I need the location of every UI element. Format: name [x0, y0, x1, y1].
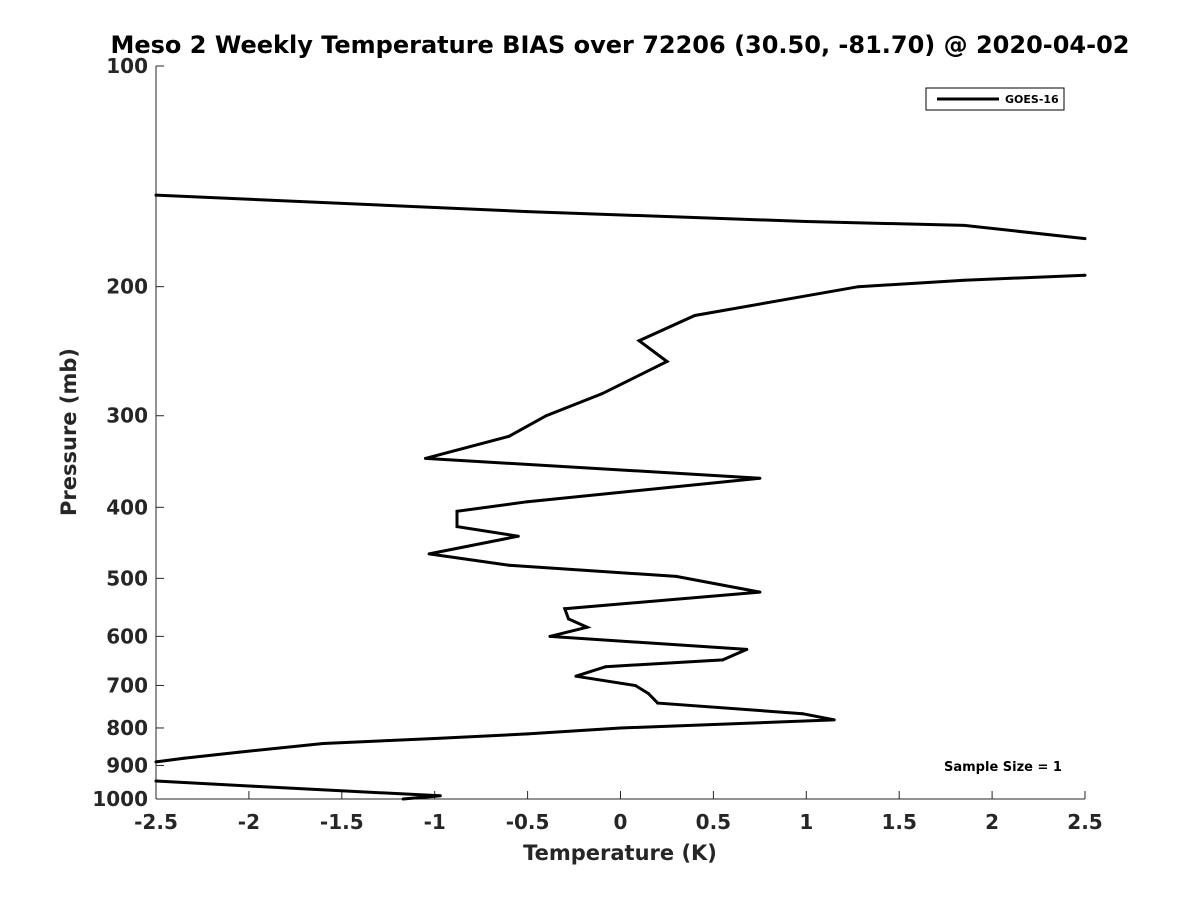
- data-point: [962, 223, 966, 227]
- data-point: [619, 726, 622, 730]
- data-point: [526, 210, 530, 214]
- data-point: [401, 797, 405, 801]
- x-tick-label: 1.5: [881, 810, 916, 834]
- data-point: [832, 718, 836, 722]
- data-point: [438, 794, 442, 798]
- y-tick-label: 800: [106, 716, 148, 740]
- data-point: [526, 732, 530, 736]
- series-line-goes-16: [155, 273, 1086, 764]
- data-point: [154, 193, 158, 197]
- data-point: [238, 750, 242, 754]
- data-point: [633, 684, 637, 687]
- data-point: [637, 339, 641, 343]
- x-axis-label: Temperature (K): [523, 841, 717, 865]
- data-point: [693, 314, 697, 317]
- y-axis-label: Pressure (mb): [57, 348, 81, 516]
- chart-title: Meso 2 Weekly Temperature BIAS over 7220…: [110, 31, 1129, 59]
- data-point: [1083, 237, 1087, 241]
- data-point: [585, 625, 589, 629]
- data-point: [154, 760, 158, 764]
- legend-entry: GOES-16: [1005, 93, 1059, 106]
- data-point: [433, 737, 437, 740]
- data-point: [801, 712, 805, 716]
- data-point: [154, 779, 158, 783]
- data-point: [544, 414, 548, 418]
- y-tick-label: 900: [106, 753, 148, 777]
- data-point: [455, 509, 459, 513]
- data-point: [656, 701, 660, 705]
- y-tick-label: 300: [106, 404, 148, 428]
- sample-size-annotation: Sample Size = 1: [944, 760, 1062, 775]
- data-point: [516, 534, 520, 538]
- data-point: [856, 285, 860, 289]
- data-point: [182, 756, 186, 760]
- data-point: [427, 552, 431, 556]
- data-point: [423, 456, 427, 460]
- data-point: [507, 563, 511, 567]
- data-point: [758, 590, 762, 594]
- data-point: [574, 674, 578, 678]
- legend: GOES-16: [925, 87, 1065, 111]
- data-point: [247, 784, 251, 788]
- data-point: [548, 634, 552, 638]
- x-tick-label: -0.5: [506, 810, 550, 834]
- x-tick-label: -1.5: [320, 810, 364, 834]
- series-line-goes-16: [155, 193, 1086, 241]
- plot-area: -2.5 -2 -1.5 -1 -0.5 0 0.5 1 1.5 2 2.5 100 200 300 400…: [92, 54, 1102, 834]
- x-tick-label: -2: [238, 810, 260, 834]
- x-tick-label: -1: [424, 810, 446, 834]
- y-tick-label: 500: [106, 566, 148, 590]
- y-tick-label: 700: [106, 673, 148, 697]
- x-tick-label: 2.5: [1067, 810, 1102, 834]
- data-point: [526, 500, 530, 504]
- y-tick-label: 600: [106, 624, 148, 648]
- data-point: [604, 665, 608, 669]
- data-point: [674, 574, 678, 578]
- x-tick-label: 0.5: [696, 810, 731, 834]
- data-point: [665, 360, 669, 363]
- x-tick-label: -2.5: [134, 810, 178, 834]
- y-tick-label: 200: [106, 275, 148, 299]
- y-tick-label: 1000: [92, 787, 148, 811]
- data-point: [745, 647, 749, 651]
- data-point: [563, 607, 567, 611]
- data-point: [804, 220, 808, 223]
- data-point: [507, 434, 511, 438]
- data-point: [567, 617, 570, 621]
- data-point: [600, 392, 604, 396]
- data-point: [646, 692, 650, 695]
- x-tick-label: 1: [799, 810, 813, 834]
- series-line-goes-16: [155, 779, 441, 801]
- data-point: [321, 742, 325, 745]
- x-tick-label: 0: [614, 810, 628, 834]
- data-point: [721, 658, 725, 662]
- data-point: [962, 278, 966, 282]
- y-tick-label: 100: [106, 54, 148, 78]
- data-point: [758, 476, 762, 480]
- data-point: [1083, 273, 1087, 277]
- y-tick-label: 400: [106, 495, 148, 519]
- data-point: [455, 525, 459, 529]
- x-tick-label: 2: [985, 810, 999, 834]
